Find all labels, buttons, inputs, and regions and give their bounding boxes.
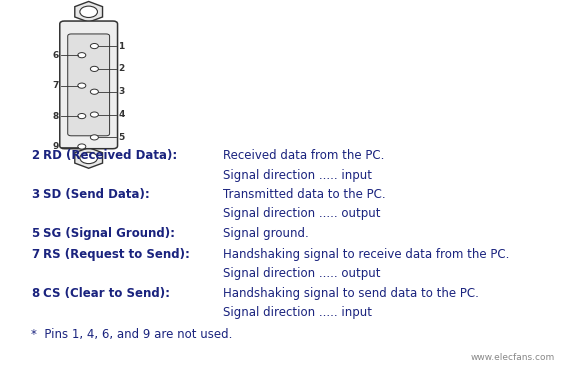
FancyBboxPatch shape: [59, 21, 118, 149]
Circle shape: [90, 135, 98, 140]
Polygon shape: [75, 1, 102, 22]
Text: Signal direction ..... input: Signal direction ..... input: [223, 306, 372, 319]
Text: Handshaking signal to receive data from the PC.: Handshaking signal to receive data from …: [223, 248, 510, 261]
Circle shape: [90, 112, 98, 117]
Circle shape: [90, 89, 98, 94]
Circle shape: [78, 144, 86, 149]
Circle shape: [80, 6, 97, 17]
Text: Transmitted data to the PC.: Transmitted data to the PC.: [223, 188, 386, 201]
Text: RS (Request to Send):: RS (Request to Send):: [43, 248, 190, 261]
Text: Signal direction ..... output: Signal direction ..... output: [223, 268, 380, 280]
Circle shape: [78, 83, 86, 88]
Circle shape: [78, 114, 86, 119]
Text: Signal ground.: Signal ground.: [223, 227, 309, 240]
Text: 1: 1: [118, 42, 124, 51]
Text: 3: 3: [118, 87, 124, 96]
Text: 2: 2: [118, 64, 124, 73]
Text: 8: 8: [53, 111, 59, 121]
Text: 4: 4: [118, 110, 125, 119]
Text: 8: 8: [31, 287, 39, 300]
Text: Signal direction ..... output: Signal direction ..... output: [223, 207, 380, 220]
Text: Handshaking signal to send data to the PC.: Handshaking signal to send data to the P…: [223, 287, 479, 300]
Text: 2: 2: [31, 149, 39, 162]
Circle shape: [78, 53, 86, 58]
Text: 5: 5: [118, 133, 124, 142]
Text: 5: 5: [31, 227, 39, 240]
Text: SD (Send Data):: SD (Send Data):: [43, 188, 150, 201]
Text: www.elecfans.com: www.elecfans.com: [471, 353, 555, 362]
Text: RD (Received Data):: RD (Received Data):: [43, 149, 177, 162]
Circle shape: [80, 152, 97, 163]
Text: 6: 6: [53, 51, 59, 60]
Text: *  Pins 1, 4, 6, and 9 are not used.: * Pins 1, 4, 6, and 9 are not used.: [31, 328, 233, 341]
Text: 3: 3: [31, 188, 39, 201]
Text: Signal direction ..... input: Signal direction ..... input: [223, 169, 372, 182]
FancyBboxPatch shape: [67, 34, 110, 136]
Text: 9: 9: [53, 142, 59, 151]
Text: SG (Signal Ground):: SG (Signal Ground):: [43, 227, 175, 240]
Text: Received data from the PC.: Received data from the PC.: [223, 149, 384, 162]
Text: 7: 7: [53, 81, 59, 90]
Circle shape: [90, 44, 98, 49]
Circle shape: [90, 66, 98, 72]
Text: CS (Clear to Send):: CS (Clear to Send):: [43, 287, 170, 300]
Text: 7: 7: [31, 248, 39, 261]
Polygon shape: [75, 148, 102, 168]
